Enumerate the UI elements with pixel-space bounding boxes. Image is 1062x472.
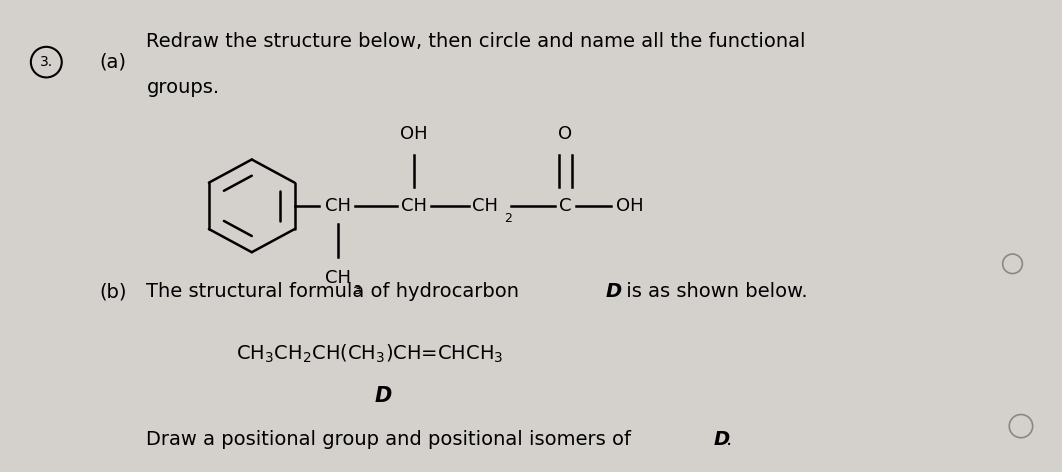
Text: O: O <box>559 125 572 143</box>
Text: (b): (b) <box>99 282 126 301</box>
Text: .: . <box>726 430 732 448</box>
Text: 3.: 3. <box>39 55 53 69</box>
Text: CH$_3$CH$_2$CH(CH$_3$)CH=CHCH$_3$: CH$_3$CH$_2$CH(CH$_3$)CH=CHCH$_3$ <box>236 343 503 365</box>
Text: 2: 2 <box>504 212 513 225</box>
Text: CH: CH <box>325 269 350 287</box>
Text: CH: CH <box>473 197 498 215</box>
Text: groups.: groups. <box>147 78 220 97</box>
Text: Redraw the structure below, then circle and name all the functional: Redraw the structure below, then circle … <box>147 32 806 51</box>
Text: (a): (a) <box>99 52 126 72</box>
Text: The structural formula of hydrocarbon: The structural formula of hydrocarbon <box>147 282 526 301</box>
Text: is as shown below.: is as shown below. <box>619 282 807 301</box>
Text: CH: CH <box>325 197 350 215</box>
Text: 3: 3 <box>353 284 361 297</box>
Text: D: D <box>375 386 392 406</box>
Text: OH: OH <box>400 125 428 143</box>
Text: CH: CH <box>400 197 427 215</box>
Text: OH: OH <box>616 197 644 215</box>
Text: D: D <box>714 430 730 448</box>
Text: Draw a positional group and positional isomers of: Draw a positional group and positional i… <box>147 430 637 448</box>
Text: D: D <box>605 282 622 301</box>
Text: C: C <box>560 197 571 215</box>
